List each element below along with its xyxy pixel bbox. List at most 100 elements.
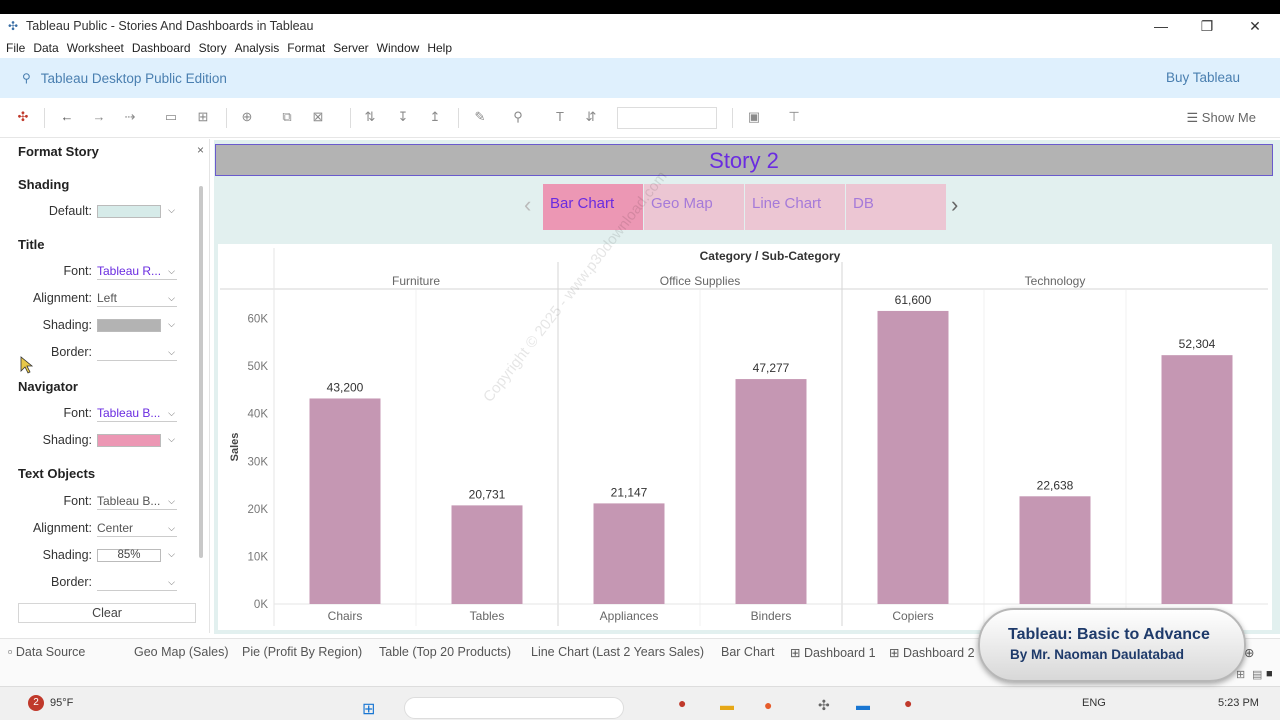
menu-help[interactable]: Help (427, 41, 452, 55)
text-border-dropdown[interactable]: ⌵ (97, 575, 177, 591)
title-alignment-value: Left (97, 291, 118, 305)
pin-icon: ⚲ (22, 71, 31, 85)
bar-value-label: 47,277 (753, 361, 790, 375)
show-me-label: Show Me (1201, 110, 1256, 125)
tableau-taskbar-icon[interactable]: ✣ (818, 697, 830, 713)
record-icon[interactable]: ● (904, 695, 913, 711)
bar-value-label: 22,638 (1037, 478, 1074, 492)
story-point-geo-map[interactable]: Geo Map (644, 184, 744, 230)
clock[interactable]: 5:23 PM (1218, 697, 1259, 709)
tabs-view-icon[interactable]: ■ (1266, 668, 1273, 680)
clear-button[interactable]: Clear (18, 603, 196, 623)
nav-shading-picker[interactable]: ⌵ (97, 432, 177, 448)
new-datasource-icon[interactable]: ⊞ (197, 109, 209, 124)
tab-dashboard-2[interactable]: ⊞ Dashboard 2 (889, 645, 975, 660)
text-objects-section-heading: Text Objects (18, 466, 96, 481)
tab-bar-chart[interactable]: Bar Chart (721, 645, 775, 659)
clear-sheet-icon[interactable]: ⊠ (312, 109, 324, 124)
weather-temp[interactable]: 95°F (50, 697, 74, 709)
title-border-dropdown[interactable]: ⌵ (97, 345, 177, 361)
grid-view-icon[interactable]: ⊞ (1236, 669, 1246, 681)
bar (1019, 496, 1091, 604)
menu-story[interactable]: Story (198, 41, 227, 55)
chevron-down-icon: ⌵ (168, 577, 175, 587)
replay-icon[interactable]: ⇢ (124, 109, 136, 124)
tab-geo-map[interactable]: Geo Map (Sales) (134, 645, 229, 659)
default-shading-picker[interactable]: ⌵ (97, 203, 177, 219)
bar (593, 503, 665, 604)
restore-icon[interactable]: ❐ (1200, 18, 1214, 34)
title-font-dropdown[interactable]: Tableau R... ⌵ (97, 264, 177, 280)
menu-bar: File Data Worksheet Dashboard Story Anal… (0, 38, 1280, 58)
text-alignment-dropdown[interactable]: Center ⌵ (97, 521, 177, 537)
nav-next-arrow-icon[interactable]: › (951, 192, 959, 217)
story-point-bar-chart[interactable]: Bar Chart (543, 184, 643, 230)
tab-label: Dashboard 2 (902, 646, 975, 660)
show-me-icon: ☰ (1186, 110, 1202, 125)
menu-data[interactable]: Data (33, 41, 59, 55)
buy-tableau-link[interactable]: Buy Tableau (1165, 70, 1240, 85)
close-panel-icon[interactable]: × (197, 143, 205, 157)
tab-line-chart[interactable]: Line Chart (Last 2 Years Sales) (531, 645, 705, 659)
weather-badge: 2 (28, 695, 44, 711)
new-sheet-icon[interactable]: ⊕ (1244, 646, 1255, 660)
story-point-db[interactable]: DB (846, 184, 946, 230)
close-window-icon[interactable]: ✕ (1249, 18, 1261, 34)
group-icon[interactable]: ⚲ (513, 109, 523, 124)
menu-file[interactable]: File (6, 41, 26, 55)
y-tick-label: 60K (248, 314, 269, 326)
folder-icon[interactable]: ▬ (720, 697, 734, 713)
title-border-label: Border: (51, 345, 92, 359)
highlight-icon[interactable]: ✎ (474, 109, 486, 124)
app-icon[interactable]: ● (678, 695, 687, 711)
fix-axes-icon[interactable]: ⇵ (585, 109, 597, 124)
nav-font-dropdown[interactable]: Tableau B... ⌵ (97, 406, 177, 422)
tab-table[interactable]: Table (Top 20 Products) (379, 645, 512, 659)
panel-scrollbar[interactable] (199, 186, 203, 558)
redo-icon[interactable]: → (92, 109, 106, 124)
new-worksheet-icon[interactable]: ⊕ (241, 109, 253, 124)
title-shading-picker[interactable]: ⌵ (97, 317, 177, 333)
browser-icon[interactable]: ● (764, 697, 773, 713)
tab-dashboard-1[interactable]: ⊞ Dashboard 1 (790, 645, 876, 660)
duplicate-icon[interactable]: ⧉ (282, 109, 292, 124)
menu-dashboard[interactable]: Dashboard (131, 41, 191, 55)
sort-asc-icon[interactable]: ↧ (397, 109, 409, 124)
y-tick-label: 20K (248, 504, 269, 516)
undo-icon[interactable]: ← (60, 109, 74, 124)
text-shading-label: Shading: (42, 548, 92, 562)
nav-font-label: Font: (63, 406, 93, 420)
language-indicator[interactable]: ENG (1082, 697, 1106, 709)
sort-desc-icon[interactable]: ↥ (429, 109, 441, 124)
menu-server[interactable]: Server (333, 41, 369, 55)
text-alignment-value: Center (97, 521, 134, 535)
show-me-button[interactable]: ☰ Show Me (1187, 110, 1256, 126)
story-point-line-chart[interactable]: Line Chart (745, 184, 845, 230)
window-title: Tableau Public - Stories And Dashboards … (26, 19, 314, 33)
filmstrip-view-icon[interactable]: ▤ (1252, 669, 1263, 681)
labels-icon[interactable]: T (556, 109, 564, 124)
start-icon[interactable]: ⊞ (362, 701, 376, 718)
menu-worksheet[interactable]: Worksheet (66, 41, 124, 55)
share-icon[interactable]: ⊤ (788, 109, 800, 124)
swap-icon[interactable]: ⇅ (364, 109, 376, 124)
tab-pie[interactable]: Pie (Profit By Region) (242, 645, 363, 659)
menu-analysis[interactable]: Analysis (234, 41, 280, 55)
mail-icon[interactable]: ▬ (856, 697, 870, 713)
minimize-icon[interactable]: — (1154, 18, 1168, 34)
course-author: By Mr. Naoman Daulatabad (1010, 647, 1185, 662)
menu-format[interactable]: Format (287, 41, 326, 55)
fit-dropdown[interactable] (617, 107, 717, 129)
text-shading-picker[interactable]: 85% ⌵ (97, 547, 177, 563)
presentation-icon[interactable]: ▣ (747, 109, 761, 124)
tab-data-source[interactable]: ▫ Data Source (8, 645, 85, 659)
title-alignment-dropdown[interactable]: Left ⌵ (97, 291, 177, 307)
nav-prev-arrow-icon[interactable]: ‹ (524, 192, 532, 217)
text-font-dropdown[interactable]: Tableau B... ⌵ (97, 494, 177, 510)
y-tick-label: 50K (248, 361, 269, 373)
tableau-logo-icon[interactable]: ✣ (17, 109, 29, 124)
taskbar-search[interactable] (404, 697, 624, 719)
menu-window[interactable]: Window (376, 41, 420, 55)
tableau-app-icon: ✣ (7, 19, 19, 33)
save-icon[interactable]: ▭ (164, 109, 178, 124)
